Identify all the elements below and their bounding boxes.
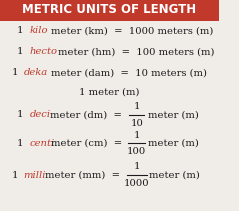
Text: 1: 1 (133, 162, 140, 171)
Text: 1000: 1000 (124, 180, 150, 188)
Text: meter (m): meter (m) (149, 171, 200, 180)
Text: meter (m): meter (m) (148, 111, 199, 119)
Text: meter (m): meter (m) (148, 139, 199, 148)
Text: 1 meter (m): 1 meter (m) (79, 87, 140, 96)
FancyBboxPatch shape (0, 0, 219, 21)
Text: meter (hm)  =  100 meters (m): meter (hm) = 100 meters (m) (58, 47, 214, 56)
Text: deci: deci (30, 111, 51, 119)
Text: meter (dm)  =: meter (dm) = (50, 111, 122, 119)
Text: kilo: kilo (30, 26, 48, 35)
Text: 100: 100 (127, 147, 146, 156)
Text: meter (cm)  =: meter (cm) = (51, 139, 122, 148)
Text: 1: 1 (133, 131, 140, 140)
Text: milli: milli (24, 171, 46, 180)
Text: 1: 1 (17, 26, 27, 35)
Text: 1: 1 (17, 111, 27, 119)
Text: meter (km)  =  1000 meters (m): meter (km) = 1000 meters (m) (51, 26, 213, 35)
Text: METRIC UNITS OF LENGTH: METRIC UNITS OF LENGTH (22, 3, 196, 16)
Text: 1: 1 (17, 139, 27, 148)
Text: 10: 10 (130, 119, 143, 127)
Text: meter (mm)  =: meter (mm) = (45, 171, 120, 180)
Text: 1: 1 (17, 47, 27, 56)
Text: 1: 1 (133, 103, 140, 111)
Text: centi: centi (30, 139, 55, 148)
Text: 1: 1 (12, 171, 22, 180)
Text: 1: 1 (12, 68, 22, 77)
Text: hecto: hecto (30, 47, 58, 56)
Text: deka: deka (24, 68, 48, 77)
Text: meter (dam)  =  10 meters (m): meter (dam) = 10 meters (m) (51, 68, 207, 77)
